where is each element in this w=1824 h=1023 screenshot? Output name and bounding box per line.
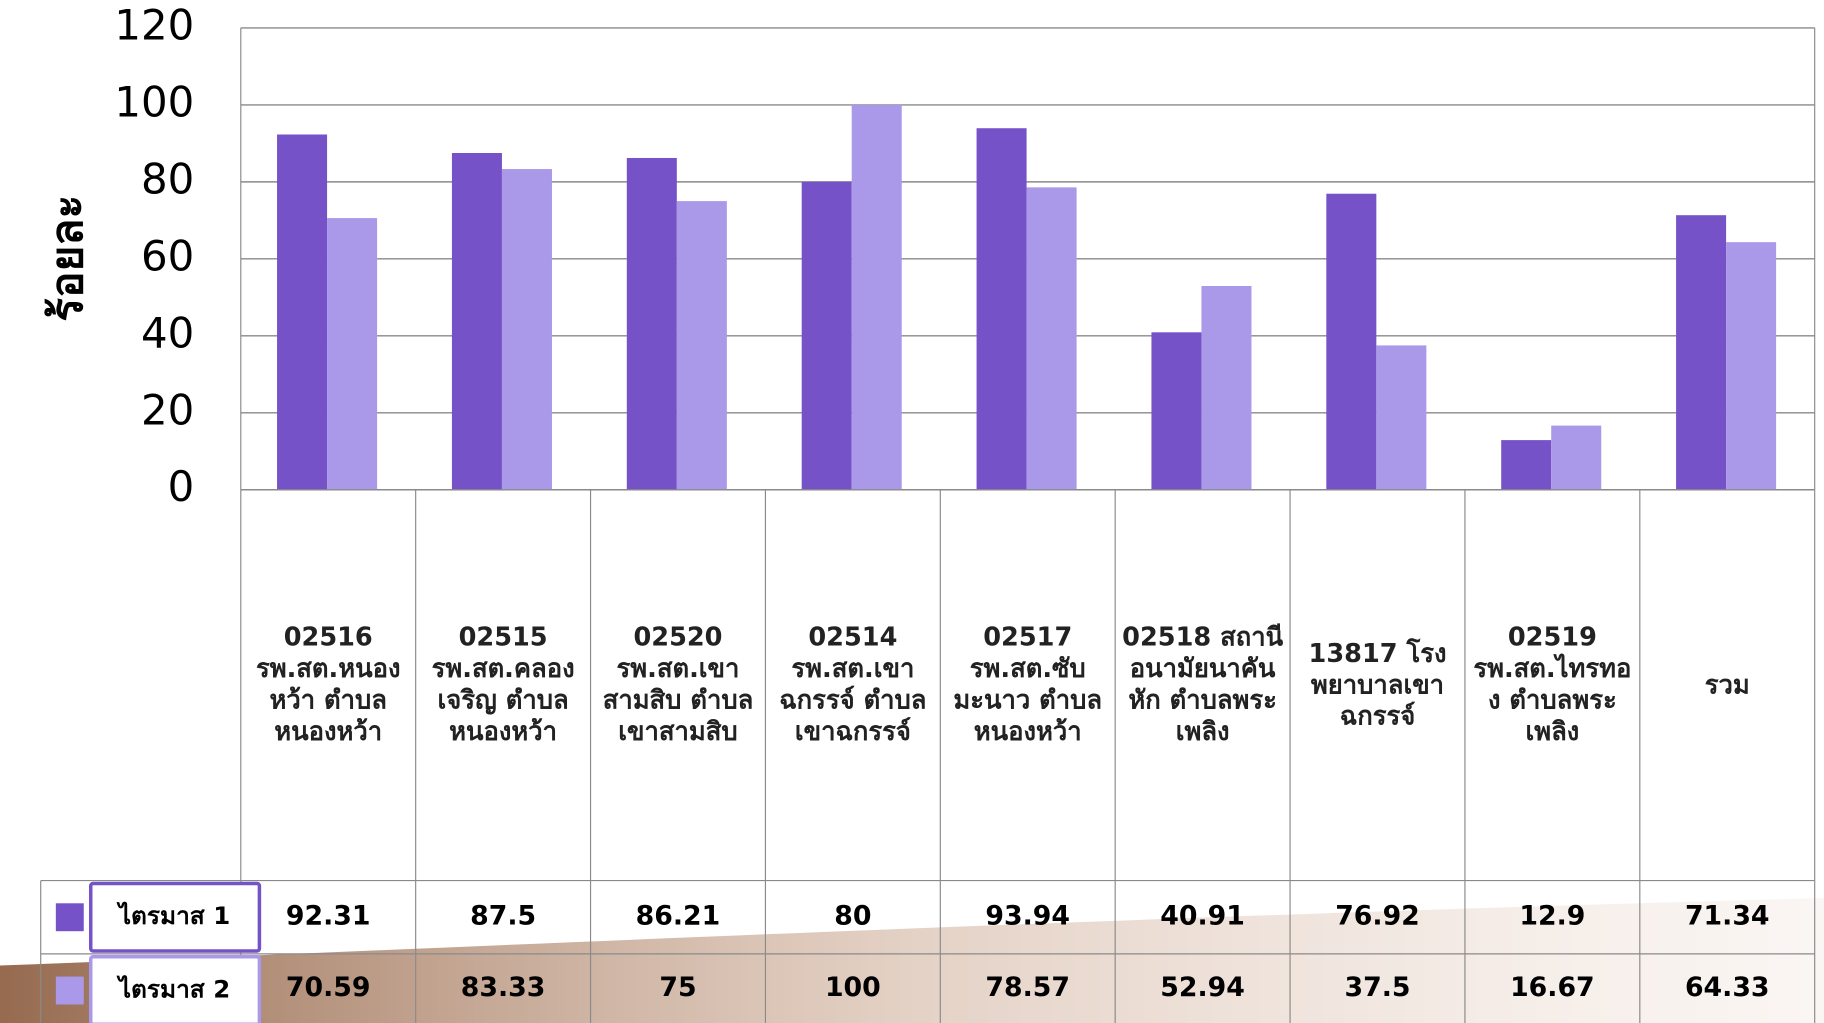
category-cell: 02517 รพ.สต.ซับมะนาว ตำบลหนองหว้า (940, 490, 1115, 881)
category-cell: 02514 รพ.สต.เขาฉกรรจ์ ตำบลเขาฉกรรจ์ (765, 490, 940, 881)
page: {"chart_data": {"type": "bar", "y_label"… (0, 0, 1824, 1023)
y-tick-label: 20 (141, 385, 194, 434)
chart: ร้อยละ 0 20 40 60 80 100 120 02516 รพ.สต.หนองหว… (0, 0, 1824, 1023)
bar (1201, 286, 1251, 490)
y-tick-label: 120 (114, 0, 194, 49)
y-tick-label: 0 (168, 462, 195, 511)
x-tick-label: 02515 รพ.สต.คลองเจริญ ตำบลหนองหว้า (416, 490, 591, 881)
table-value: 100 (825, 972, 881, 1003)
table-value: 86.21 (636, 901, 721, 932)
category-cell: 13817 โรงพยาบาลเขาฉกรรจ์ (1290, 490, 1465, 881)
x-tick-label: 02516 รพ.สต.หนองหว้า ตำบลหนองหว้า (241, 490, 416, 881)
legend-label: ไตรมาส 1 (116, 901, 230, 930)
table-value: 70.59 (286, 972, 371, 1003)
table-value: 80 (834, 901, 871, 932)
x-tick-label: 02514 รพ.สต.เขาฉกรรจ์ ตำบลเขาฉกรรจ์ (765, 490, 940, 881)
x-tick-label: 02518 สถานีอนามัยนาคันหัก ตำบลพระเพลิง (1115, 490, 1290, 881)
bar (502, 169, 552, 490)
table-value: 87.5 (470, 901, 536, 932)
bar (1326, 194, 1376, 490)
table-value: 12.9 (1519, 901, 1585, 932)
bar (452, 153, 502, 490)
table-value: 52.94 (1160, 972, 1245, 1003)
x-tick-label: 02520 รพ.สต.เขาสามสิบ ตำบลเขาสามสิบ (591, 490, 766, 881)
bar (1376, 345, 1426, 489)
bar (277, 134, 327, 489)
table-value: 78.57 (985, 972, 1070, 1003)
bar (327, 218, 377, 490)
category-cell: 02515 รพ.สต.คลองเจริญ ตำบลหนองหว้า (416, 490, 591, 881)
table-value: 93.94 (985, 901, 1070, 932)
y-tick-label: 80 (141, 154, 194, 203)
table-value: 37.5 (1345, 972, 1411, 1003)
x-tick-label: 02517 รพ.สต.ซับมะนาว ตำบลหนองหว้า (940, 490, 1115, 881)
table-value: 64.33 (1685, 972, 1770, 1003)
bar (1027, 187, 1077, 489)
y-tick-label: 100 (114, 77, 194, 126)
bar (977, 128, 1027, 490)
y-tick-label: 60 (141, 231, 194, 280)
x-tick-label: 13817 โรงพยาบาลเขาฉกรรจ์ (1290, 490, 1465, 881)
bar (802, 182, 852, 490)
bar (627, 158, 677, 490)
category-cell: 02516 รพ.สต.หนองหว้า ตำบลหนองหว้า (241, 490, 416, 881)
legend-swatch (56, 903, 84, 931)
legend-swatch (56, 977, 84, 1005)
bar (1501, 440, 1551, 490)
bar (1551, 426, 1601, 490)
bar (1151, 332, 1201, 489)
table-value: 71.34 (1685, 901, 1770, 932)
x-tick-label: 02519 รพ.สต.ไทรทอง ตำบลพระเพลิง (1465, 490, 1640, 881)
y-tick-label: 40 (141, 308, 194, 357)
table-value: 92.31 (286, 901, 371, 932)
table-value: 83.33 (461, 972, 546, 1003)
table-value: 76.92 (1335, 901, 1420, 932)
category-cell: 02520 รพ.สต.เขาสามสิบ ตำบลเขาสามสิบ (591, 490, 766, 881)
bar (852, 105, 902, 490)
y-axis-title: ร้อยละ (42, 195, 93, 322)
legend-label: ไตรมาส 2 (116, 975, 230, 1004)
category-cell: 02518 สถานีอนามัยนาคันหัก ตำบลพระเพลิง (1115, 490, 1290, 881)
category-cell: รวม (1640, 490, 1815, 881)
table-value: 16.67 (1510, 972, 1595, 1003)
x-tick-label: รวม (1640, 490, 1815, 881)
table-value: 40.91 (1160, 901, 1245, 932)
category-cell: 02519 รพ.สต.ไทรทอง ตำบลพระเพลิง (1465, 490, 1640, 881)
bar (1726, 242, 1776, 490)
bar (1676, 215, 1726, 490)
table-value: 75 (659, 972, 696, 1003)
bar (677, 201, 727, 490)
